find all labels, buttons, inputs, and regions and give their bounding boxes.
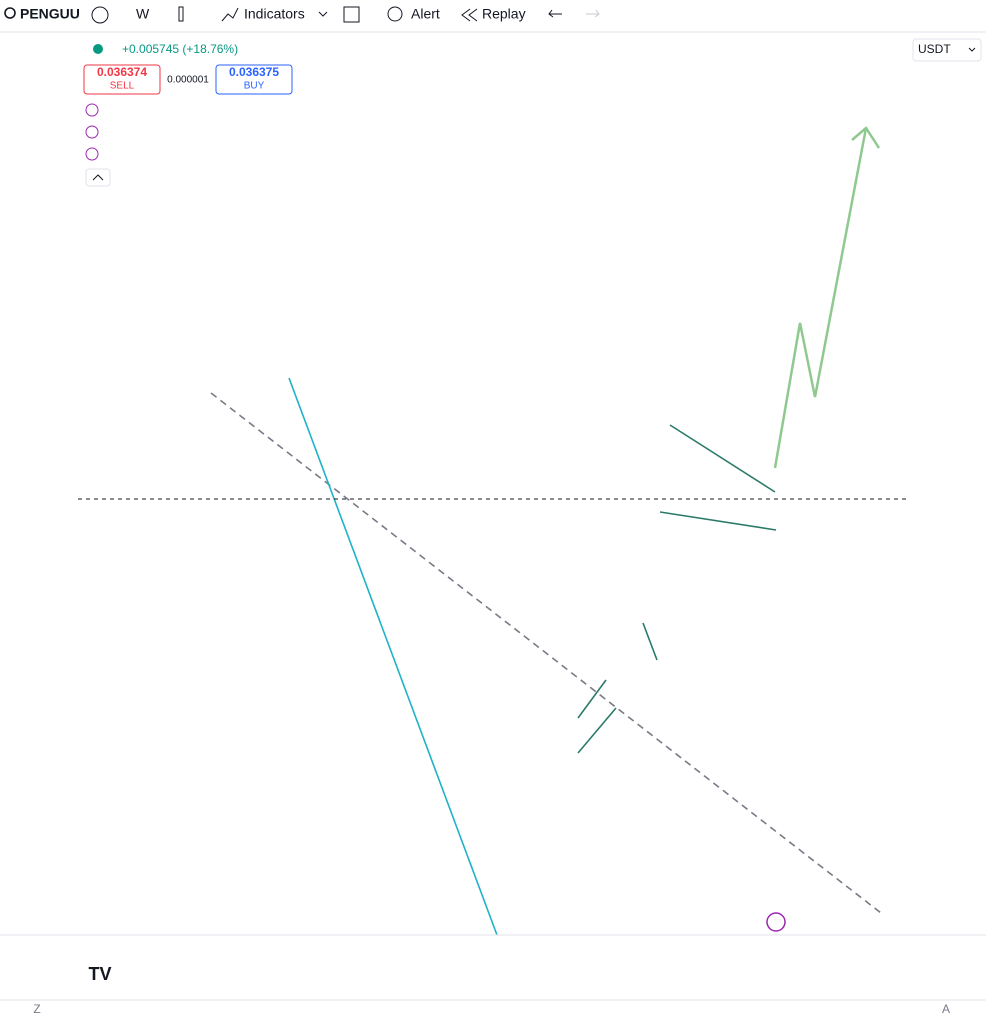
layouts-icon[interactable] xyxy=(343,6,360,23)
indicators-button[interactable]: Indicators xyxy=(244,6,305,22)
status-dot xyxy=(93,44,103,54)
sell-price[interactable]: 0.036374 xyxy=(97,65,147,79)
spread: 0.000001 xyxy=(167,75,209,86)
undo[interactable] xyxy=(548,9,562,18)
projection-arrow xyxy=(773,127,868,469)
search-icon[interactable] xyxy=(4,7,16,19)
price-change: +0.005745 (+18.76%) xyxy=(122,42,238,56)
buy-label[interactable]: BUY xyxy=(244,81,265,92)
currency-select[interactable] xyxy=(912,38,982,62)
alert-icon[interactable] xyxy=(387,6,403,22)
scale-button[interactable]: A xyxy=(942,1002,950,1016)
sync-icon[interactable] xyxy=(85,103,99,117)
redo[interactable] xyxy=(586,9,600,18)
chart-type-icon[interactable] xyxy=(178,6,184,22)
interval[interactable]: W xyxy=(136,6,150,22)
wedge-top xyxy=(669,424,776,493)
add-symbol[interactable] xyxy=(91,6,109,24)
symbol[interactable]: PENGUU xyxy=(20,6,80,22)
sync-icon[interactable] xyxy=(85,125,99,139)
replay-button[interactable]: Replay xyxy=(482,6,526,22)
dropdown[interactable] xyxy=(968,47,976,52)
sell-label[interactable]: SELL xyxy=(110,81,135,92)
buy-price[interactable]: 0.036375 xyxy=(229,65,279,79)
collapse-icon[interactable] xyxy=(92,174,104,181)
toolbar xyxy=(0,0,986,30)
event-icon[interactable] xyxy=(766,912,786,932)
replay-icon[interactable] xyxy=(461,8,478,22)
price-axis xyxy=(910,33,986,935)
indicators-icon[interactable] xyxy=(221,7,239,22)
tv-logo: TV xyxy=(88,964,111,984)
sync-icon[interactable] xyxy=(85,147,99,161)
flag-line xyxy=(642,622,658,661)
wedge-bottom xyxy=(659,511,777,531)
arrow-head xyxy=(851,126,881,149)
drawings xyxy=(78,126,910,936)
sell-box[interactable] xyxy=(83,64,161,95)
collapse-button[interactable] xyxy=(85,168,111,187)
currency[interactable]: USDT xyxy=(918,42,951,56)
dropdown[interactable] xyxy=(318,11,328,17)
alert-button[interactable]: Alert xyxy=(411,6,440,22)
trendline xyxy=(288,377,498,936)
scale-button[interactable]: Z xyxy=(33,1002,40,1016)
flag-line xyxy=(577,707,617,754)
dashed-trendline xyxy=(210,392,882,914)
buy-box[interactable] xyxy=(215,64,293,95)
flag-line xyxy=(577,679,607,719)
